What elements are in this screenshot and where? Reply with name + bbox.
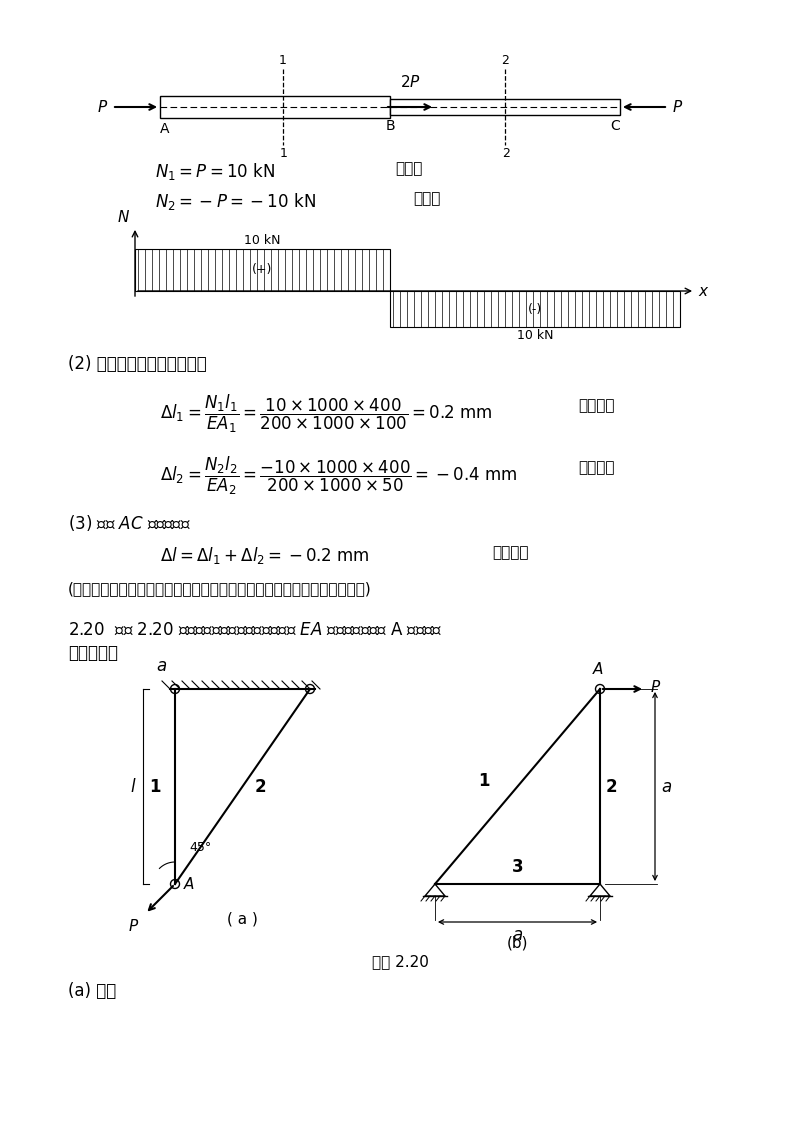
- Text: (+): (+): [252, 264, 273, 276]
- Text: $\Delta l_2 = \dfrac{N_2 l_2}{EA_2} = \dfrac{-10\times1000\times400}{200\times10: $\Delta l_2 = \dfrac{N_2 l_2}{EA_2} = \d…: [160, 455, 518, 497]
- Text: （伸长）: （伸长）: [578, 398, 614, 413]
- Bar: [390, 98, 620, 115]
- Polygon shape: [590, 884, 610, 897]
- Text: $N_2 = -P = -10\ \mathrm{kN}$: $N_2 = -P = -10\ \mathrm{kN}$: [155, 191, 316, 212]
- Text: (b): (b): [506, 936, 528, 951]
- Text: 1: 1: [280, 147, 288, 160]
- Text: $P$: $P$: [650, 679, 661, 695]
- Text: （缩短）: （缩短）: [492, 544, 529, 560]
- Text: $l$: $l$: [130, 778, 137, 796]
- Text: $\Delta l_1 = \dfrac{N_1 l_1}{EA_1} = \dfrac{10\times1000\times400}{200\times100: $\Delta l_1 = \dfrac{N_1 l_1}{EA_1} = \d…: [160, 393, 493, 435]
- Bar: [160, 96, 390, 118]
- Text: $N$: $N$: [117, 209, 130, 225]
- Text: (3) 直杆 $AC$ 的轴向变形: (3) 直杆 $AC$ 的轴向变形: [68, 513, 191, 533]
- Text: $a$: $a$: [156, 657, 167, 675]
- Text: (-): (-): [528, 302, 542, 316]
- Text: $a$: $a$: [512, 926, 523, 944]
- Circle shape: [170, 685, 179, 694]
- Text: 10 kN: 10 kN: [517, 329, 554, 342]
- Text: 1: 1: [150, 778, 161, 796]
- Text: 2: 2: [502, 147, 510, 160]
- Text: $P$: $P$: [97, 98, 108, 115]
- Text: ( a ): ( a ): [227, 912, 258, 927]
- Text: $P$: $P$: [128, 918, 139, 934]
- Text: (注：本题的结果告诉我们，直杆总的轴向变形等于各段轴向变形的代数和): (注：本题的结果告诉我们，直杆总的轴向变形等于各段轴向变形的代数和): [68, 581, 372, 597]
- Text: 2: 2: [501, 54, 509, 67]
- Text: 1: 1: [478, 772, 490, 790]
- Text: 垂直位移。: 垂直位移。: [68, 644, 118, 662]
- Text: C: C: [610, 119, 620, 132]
- Text: 3: 3: [512, 858, 523, 876]
- Text: 2: 2: [606, 778, 618, 796]
- Text: 1: 1: [279, 54, 287, 67]
- Text: （压）: （压）: [413, 191, 440, 206]
- Text: $2P$: $2P$: [399, 74, 421, 91]
- Text: 2.20  题图 2.20 所示结构，各杆抗拉（压）刚度 $EA$ 相同，试求节点 A 的水平和: 2.20 题图 2.20 所示结构，各杆抗拉（压）刚度 $EA$ 相同，试求节点…: [68, 621, 442, 638]
- Text: $N_1 = P = 10\ \mathrm{kN}$: $N_1 = P = 10\ \mathrm{kN}$: [155, 161, 275, 182]
- Text: (a) 解：: (a) 解：: [68, 981, 116, 1000]
- Text: 10 kN: 10 kN: [244, 234, 281, 247]
- Text: 2: 2: [254, 778, 266, 796]
- Circle shape: [595, 685, 605, 694]
- Text: （拉）: （拉）: [395, 161, 422, 175]
- Bar: [390, 291, 680, 327]
- Text: 题图 2.20: 题图 2.20: [371, 954, 429, 969]
- Circle shape: [170, 880, 179, 889]
- Text: A: A: [160, 122, 170, 136]
- Text: $P$: $P$: [672, 98, 683, 115]
- Text: $A$: $A$: [183, 876, 195, 892]
- Text: (2) 计算直杆各段的轴向变形: (2) 计算直杆各段的轴向变形: [68, 355, 206, 374]
- Bar: [135, 249, 390, 291]
- Text: （缩短）: （缩短）: [578, 460, 614, 475]
- Text: B: B: [385, 119, 395, 132]
- Polygon shape: [425, 884, 445, 897]
- Text: $A$: $A$: [592, 661, 604, 677]
- Circle shape: [306, 685, 314, 694]
- Text: 45°: 45°: [189, 841, 211, 854]
- Text: $x$: $x$: [698, 283, 710, 299]
- Text: $a$: $a$: [661, 778, 672, 796]
- Text: $\Delta l = \Delta l_1 + \Delta l_2 = -0.2\ \mathrm{mm}$: $\Delta l = \Delta l_1 + \Delta l_2 = -0…: [160, 544, 370, 566]
